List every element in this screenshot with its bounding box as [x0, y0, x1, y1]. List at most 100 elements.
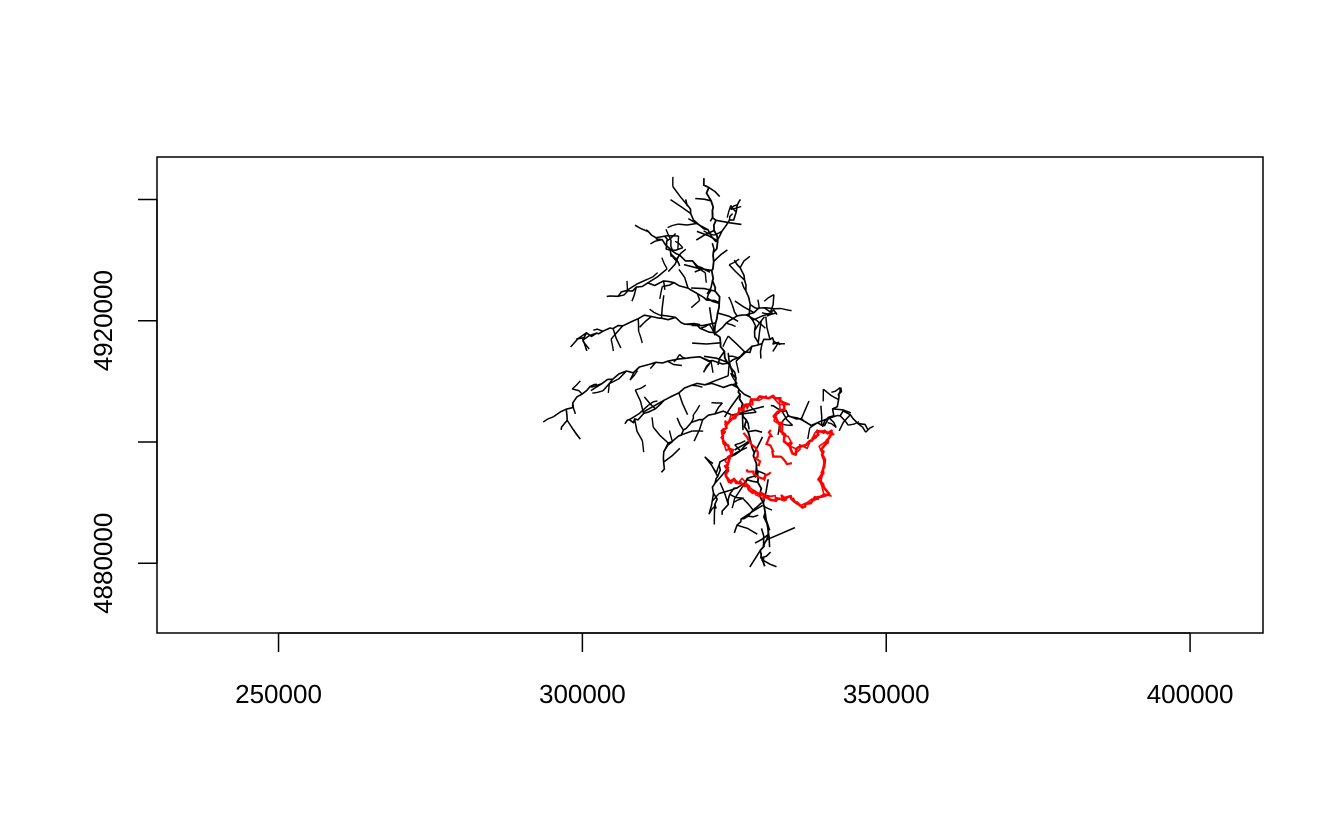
- river-tributary: [635, 384, 647, 391]
- river-tributary: [610, 339, 615, 352]
- river-tributary: [679, 353, 687, 360]
- river-branch: [733, 259, 760, 346]
- river-tributary: [699, 356, 712, 363]
- river-tributary: [832, 408, 852, 414]
- river-tributary: [572, 429, 581, 440]
- river-tributary: [659, 286, 663, 300]
- river-tributary: [572, 388, 583, 395]
- series-layer: [542, 176, 874, 568]
- river-tributary: [757, 320, 762, 343]
- river-tributary: [647, 268, 668, 284]
- river-tributary: [738, 388, 752, 399]
- river-tributary: [666, 232, 677, 242]
- river-tributary: [731, 305, 738, 317]
- series-river-network: [542, 176, 874, 568]
- river-tributary: [708, 323, 716, 336]
- river-tributary: [749, 303, 760, 310]
- river-tributary: [631, 286, 638, 302]
- river-tributary: [761, 559, 777, 568]
- river-branch: [645, 229, 711, 273]
- river-tributary: [730, 205, 742, 211]
- river-tributary: [610, 325, 624, 340]
- river-tributary: [634, 389, 645, 414]
- river-tributary: [715, 464, 720, 473]
- river-tributary: [722, 335, 729, 347]
- river-tributary: [649, 361, 657, 370]
- river-tributary: [769, 294, 775, 313]
- river-tributary: [650, 238, 663, 245]
- river-tributary: [729, 372, 738, 385]
- river-tributary: [728, 264, 746, 281]
- river-tributary: [637, 330, 643, 344]
- red-inner-line: [742, 432, 762, 467]
- river-tributary: [730, 367, 737, 379]
- y-tick-label: 4920000: [88, 270, 118, 371]
- river-tributary: [848, 421, 860, 426]
- river-tributary: [717, 312, 739, 322]
- river-tributary: [684, 322, 701, 326]
- river-tributary: [693, 419, 704, 442]
- river-tributary: [673, 354, 681, 363]
- river-tributary: [760, 551, 772, 559]
- river-tributary: [703, 355, 728, 363]
- river-tributary: [699, 323, 710, 330]
- red-inner-line: [765, 429, 793, 466]
- river-tributary: [735, 345, 753, 362]
- river-tributary: [634, 224, 649, 233]
- river-tributary: [633, 418, 644, 442]
- river-tributary: [590, 383, 603, 392]
- river-tributary: [747, 429, 763, 433]
- river-tributary: [713, 249, 728, 262]
- river-tributary: [639, 315, 652, 328]
- plot-region: [156, 156, 1264, 634]
- river-tributary: [753, 436, 764, 454]
- river-tributary: [663, 441, 673, 453]
- river-tributary: [708, 307, 716, 334]
- river-tributary: [729, 493, 744, 499]
- river-tributary: [781, 411, 794, 426]
- river-tributary: [713, 230, 723, 236]
- river-tributary: [736, 524, 758, 535]
- river-tributary: [730, 204, 738, 210]
- river-tributary: [691, 322, 716, 327]
- river-tributary: [618, 290, 629, 298]
- river-tributary: [708, 506, 715, 515]
- river-tributary: [766, 526, 796, 541]
- river-tributary: [711, 242, 715, 253]
- red-inner-line: [745, 468, 772, 482]
- river-tributary: [762, 504, 773, 511]
- river-tributary: [678, 268, 689, 289]
- river-tributary: [713, 504, 716, 525]
- river-tributary: [718, 487, 738, 495]
- river-tributary: [760, 528, 765, 547]
- river-tributary: [839, 415, 849, 426]
- river-tributary: [703, 363, 711, 373]
- river-tributary: [692, 404, 701, 416]
- series-outline: [720, 394, 835, 509]
- river-tributary: [704, 375, 729, 386]
- river-tributary: [552, 408, 567, 418]
- river-tributary: [865, 425, 874, 433]
- river-tributary: [641, 440, 645, 453]
- river-tributary: [727, 365, 730, 376]
- x-tick-label: 300000: [539, 679, 626, 709]
- river-tributary: [756, 470, 767, 476]
- x-tick-label: 350000: [843, 679, 930, 709]
- river-tributary: [691, 384, 703, 388]
- river-tributary: [571, 380, 581, 390]
- river-tributary: [582, 332, 598, 342]
- river-tributary: [827, 421, 837, 428]
- river-tributary: [608, 370, 628, 385]
- river-tributary: [725, 322, 736, 328]
- river-tributary: [687, 217, 709, 231]
- river-tributary: [766, 523, 771, 548]
- river-tributary: [691, 260, 706, 274]
- river-tributary: [651, 417, 654, 428]
- river-tributary: [672, 186, 689, 207]
- river-tributary: [820, 405, 823, 426]
- river-tributary: [765, 307, 781, 310]
- river-tributary: [739, 255, 751, 269]
- river-tributary: [695, 197, 712, 202]
- river-tributary: [726, 205, 732, 218]
